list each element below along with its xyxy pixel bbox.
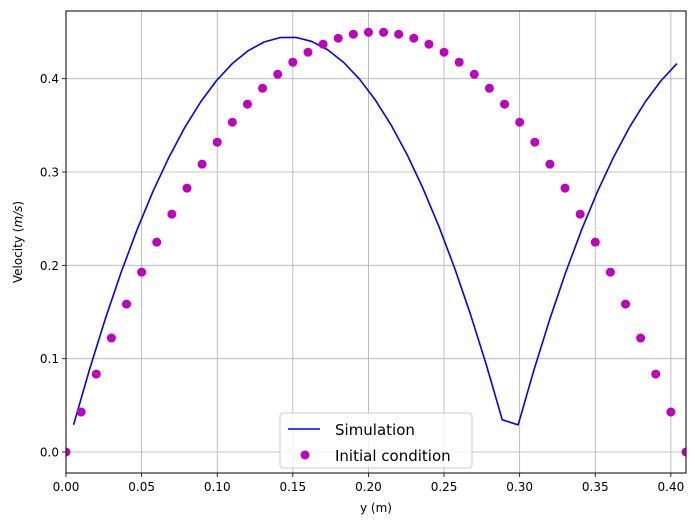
initial-condition-point xyxy=(469,69,479,79)
initial-condition-point xyxy=(348,29,358,39)
initial-condition-point xyxy=(91,369,101,379)
initial-condition-point xyxy=(560,183,570,193)
y-tick-label: 0.3 xyxy=(40,166,59,180)
initial-condition-point xyxy=(152,237,162,247)
x-tick-label: 0.20 xyxy=(355,480,382,494)
axes-frame xyxy=(65,10,687,474)
initial-condition-point xyxy=(636,333,646,343)
initial-condition-point xyxy=(106,333,116,343)
initial-condition-point xyxy=(424,39,434,49)
initial-condition-point xyxy=(575,209,585,219)
initial-condition-point xyxy=(303,47,313,57)
legend-initial-condition-swatch xyxy=(300,450,310,460)
initial-condition-point xyxy=(182,183,192,193)
legend-box xyxy=(279,412,473,469)
x-tick-label: 0.10 xyxy=(204,480,231,494)
initial-condition-point xyxy=(439,47,449,57)
initial-condition-point xyxy=(212,137,222,147)
initial-condition-point xyxy=(121,299,131,309)
y-tick-label: 0.1 xyxy=(40,352,59,366)
initial-condition-point xyxy=(363,27,373,37)
x-tick-label: 0.40 xyxy=(658,480,685,494)
initial-condition-point xyxy=(137,267,147,277)
initial-condition-point xyxy=(76,407,86,417)
initial-condition-point xyxy=(379,27,389,37)
y-tick-label: 0.4 xyxy=(40,72,59,86)
x-axis-label: y (m) xyxy=(360,501,392,515)
initial-condition-point xyxy=(258,83,268,93)
initial-condition-point xyxy=(484,83,494,93)
initial-condition-point xyxy=(288,57,298,67)
initial-condition-point xyxy=(197,159,207,169)
initial-condition-point xyxy=(651,369,661,379)
legend: Simulation Initial condition xyxy=(279,412,473,469)
y-axis-label-suffix: ) xyxy=(11,201,25,206)
initial-condition-point xyxy=(167,209,177,219)
initial-condition-point xyxy=(590,237,600,247)
initial-condition-point xyxy=(273,69,283,79)
initial-condition-point xyxy=(242,99,252,109)
initial-condition-point xyxy=(66,447,71,457)
initial-condition-point xyxy=(333,33,343,43)
x-tick-label: 0.35 xyxy=(582,480,609,494)
initial-condition-point xyxy=(666,407,676,417)
x-tick-label: 0.15 xyxy=(279,480,306,494)
initial-condition-point xyxy=(530,137,540,147)
initial-condition-point xyxy=(454,57,464,67)
initial-condition-point xyxy=(318,39,328,49)
x-tick-label: 0.30 xyxy=(506,480,533,494)
initial-condition-point xyxy=(605,267,615,277)
y-tick-label: 0.2 xyxy=(40,259,59,273)
axis-ticks: 0.00 0.05 0.10 0.15 0.20 0.25 0.30 0.35 0.40 0.0 0… xyxy=(40,72,684,494)
x-tick-label: 0.05 xyxy=(128,480,155,494)
initial-condition-point xyxy=(681,447,686,457)
x-tick-label: 0.00 xyxy=(53,480,80,494)
legend-initial-condition-label: Initial condition xyxy=(335,447,451,465)
initial-condition-point xyxy=(515,117,525,127)
initial-condition-point xyxy=(409,33,419,43)
simulation-line xyxy=(72,36,678,426)
y-axis-label: Velocity (m/s) xyxy=(11,201,25,283)
legend-simulation-label: Simulation xyxy=(335,421,415,439)
initial-condition-point xyxy=(394,29,404,39)
initial-condition-point xyxy=(621,299,631,309)
initial-condition-point xyxy=(500,99,510,109)
y-axis-label-unit: m/s xyxy=(11,206,25,228)
y-tick-label: 0.0 xyxy=(40,446,59,460)
y-axis-label-prefix: Velocity ( xyxy=(11,228,25,284)
plot-area xyxy=(66,27,686,457)
initial-condition-point xyxy=(227,117,237,127)
initial-condition-point xyxy=(545,159,555,169)
x-tick-label: 0.25 xyxy=(431,480,458,494)
